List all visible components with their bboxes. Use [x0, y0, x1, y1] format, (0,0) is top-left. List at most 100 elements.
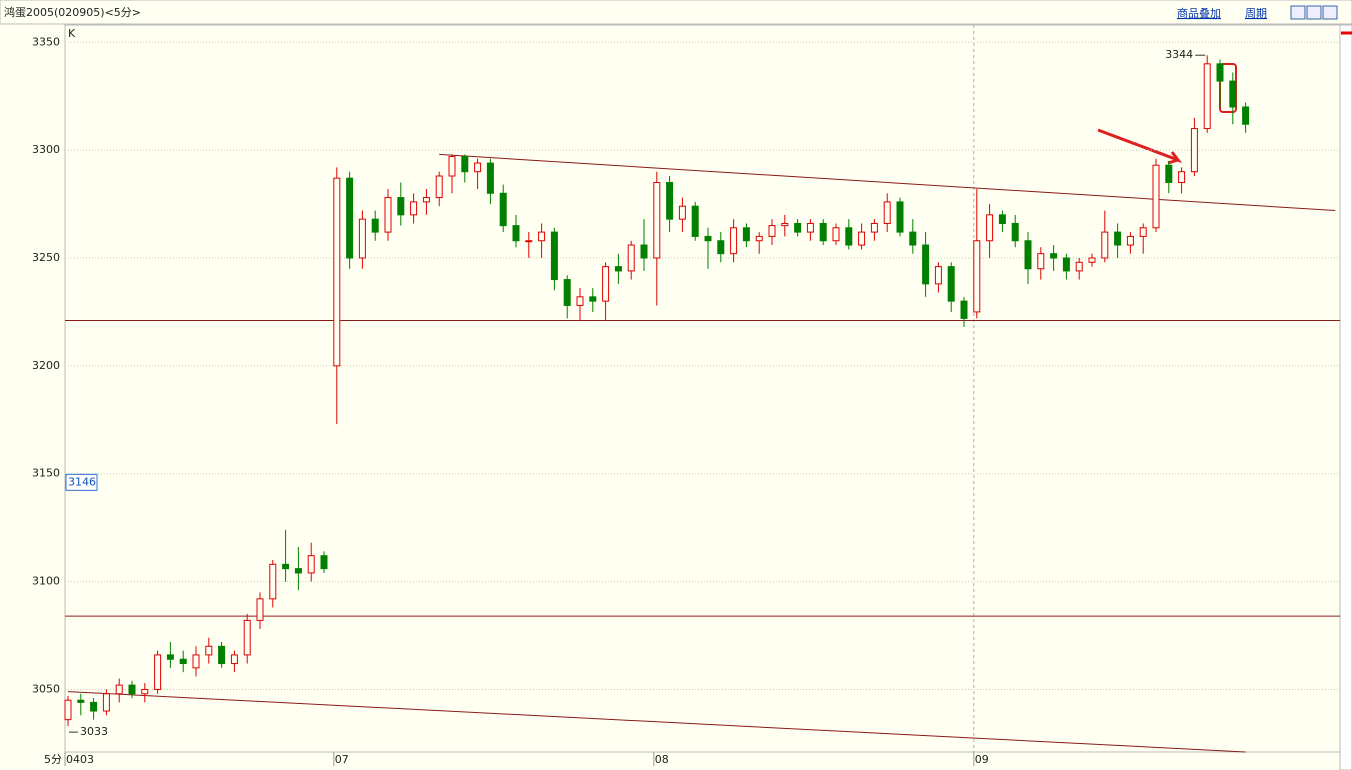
candle-body	[755, 235, 763, 242]
candle-body	[781, 222, 789, 227]
candle-body	[410, 201, 418, 216]
candle-body	[371, 218, 379, 233]
toolbar	[0, 0, 1352, 25]
layout-button[interactable]	[1322, 5, 1338, 20]
y-tick-label: 3050	[32, 682, 60, 695]
candle-body	[870, 222, 878, 233]
x-tick-label: 08	[655, 753, 669, 766]
candle-body	[973, 240, 981, 313]
candle-body	[1178, 171, 1186, 183]
candle-body	[474, 162, 482, 173]
candle-body	[602, 266, 610, 302]
candle-body	[1242, 106, 1250, 125]
candle-body	[243, 619, 251, 656]
candle-body	[154, 654, 162, 690]
candle-body	[589, 296, 597, 302]
candle-body	[627, 244, 635, 272]
candle-body	[1062, 257, 1070, 272]
candle-body	[1024, 240, 1032, 270]
candle-body	[333, 177, 341, 367]
candle-body	[77, 699, 85, 703]
candle-body	[307, 555, 315, 574]
candle-body	[90, 701, 98, 712]
candle-body	[218, 645, 226, 665]
left-button[interactable]	[1290, 5, 1306, 20]
period-label: 5分	[44, 753, 62, 766]
panel-label: K	[68, 27, 76, 40]
candle-body	[550, 231, 558, 281]
candle-body	[294, 568, 302, 574]
candle-body	[320, 555, 328, 570]
candle-body	[922, 244, 930, 285]
x-tick-label: 07	[335, 753, 349, 766]
candle-body	[1101, 231, 1109, 259]
chart-title: 鸿蛋2005(020905)<5分>	[4, 5, 141, 19]
candle-body	[269, 563, 277, 600]
candle-body	[666, 181, 674, 220]
candle-body	[653, 181, 661, 259]
candle-body	[384, 197, 392, 233]
candle-body	[1050, 253, 1058, 259]
low-label: 3033	[80, 725, 108, 738]
candle-body	[742, 227, 750, 242]
candle-body	[435, 175, 443, 199]
cursor-box	[65, 473, 98, 491]
candle-body	[1114, 231, 1122, 246]
candle-body	[1203, 63, 1211, 130]
y-tick-label: 3100	[32, 575, 60, 588]
candle-body	[1126, 235, 1134, 246]
candle-body	[806, 222, 814, 233]
candle-body	[141, 688, 149, 695]
candle-body	[422, 197, 430, 203]
candle-body	[1088, 257, 1096, 263]
candle-body	[461, 156, 469, 173]
candle-body	[960, 300, 968, 319]
candle-body	[102, 693, 110, 712]
candle-body	[640, 244, 648, 259]
candle-body	[230, 654, 238, 665]
x-tick-label: 0403	[66, 753, 94, 766]
candle-body	[1216, 63, 1224, 82]
candle-body	[486, 162, 494, 194]
candle-body	[614, 266, 622, 272]
candle-body	[205, 645, 213, 656]
candle-body	[986, 214, 994, 242]
candle-body	[358, 218, 366, 259]
candle-body	[794, 222, 802, 233]
trend-line	[67, 691, 1246, 753]
candle-body	[678, 205, 686, 220]
candle-body	[730, 227, 738, 255]
right-button[interactable]	[1306, 5, 1322, 20]
candle-body	[1139, 227, 1147, 237]
candle-body	[448, 156, 456, 177]
candle-body	[768, 225, 776, 237]
period-button[interactable]: 周期	[1245, 7, 1267, 20]
candle-body	[1190, 128, 1198, 173]
candle-body	[256, 598, 264, 621]
candle-body	[717, 240, 725, 255]
candle-body	[1229, 80, 1237, 108]
y-tick-label: 3250	[32, 251, 60, 264]
candle-body	[563, 279, 571, 306]
candle-body	[832, 227, 840, 242]
candle-body	[576, 296, 584, 306]
candle-body	[192, 654, 200, 669]
candle-body	[896, 201, 904, 233]
high-label: 3344	[1165, 48, 1193, 61]
candle-body	[1152, 164, 1160, 229]
arrow-annotation	[1097, 128, 1183, 165]
candle-body	[883, 201, 891, 224]
candle-body	[115, 684, 123, 695]
x-tick-label: 09	[975, 753, 989, 766]
candle-body	[858, 231, 866, 246]
candle-body	[538, 231, 546, 242]
candle-body	[947, 266, 955, 302]
side-panel	[1339, 24, 1352, 770]
candle-body	[1165, 164, 1173, 183]
candle-body	[179, 658, 187, 665]
overlay-button[interactable]: 商品叠加	[1177, 6, 1221, 20]
candle-body	[934, 266, 942, 285]
candle-body	[282, 563, 290, 570]
